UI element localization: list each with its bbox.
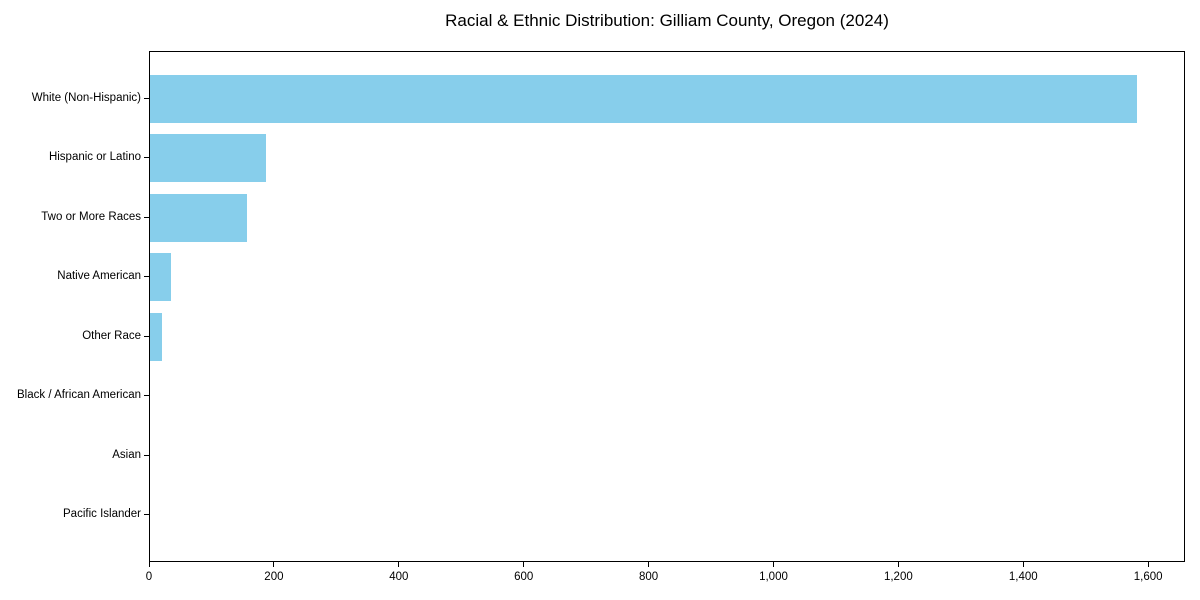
y-tick-label-asian: Asian — [112, 448, 141, 461]
y-tick — [144, 97, 149, 99]
x-tick — [398, 562, 400, 567]
x-tick-label: 1,400 — [1008, 571, 1038, 583]
y-tick — [144, 395, 149, 396]
bar-white-non-hispanic — [150, 74, 1137, 123]
bar-hispanic-or-latino — [150, 134, 266, 182]
x-tick — [897, 562, 899, 567]
y-tick — [144, 157, 149, 158]
y-tick — [144, 335, 149, 337]
chart-title: Racial & Ethnic Distribution: Gilliam Co… — [445, 11, 889, 30]
y-tick-label-black-african-american: Black / African American — [17, 389, 141, 401]
y-tick-label-two-or-more-races: Two or More Races — [41, 210, 141, 223]
x-tick-label: 600 — [514, 571, 534, 583]
x-tick — [1022, 562, 1024, 567]
y-tick-label-hispanic-or-latino: Hispanic or Latino — [48, 151, 141, 163]
x-tick — [772, 562, 774, 567]
x-tick — [1147, 562, 1149, 567]
y-tick-label-pacific-islander: Pacific Islander — [63, 508, 141, 520]
x-tick-label: 1,600 — [1133, 571, 1163, 583]
x-tick-label: 200 — [264, 571, 284, 583]
y-tick-label-other-race: Other Race — [82, 329, 141, 342]
y-tick-label-white-non-hispanic: White (Non-Hispanic) — [31, 91, 141, 104]
x-tick — [648, 562, 650, 567]
y-tick — [144, 454, 149, 456]
y-tick-label-native-american: Native American — [57, 270, 141, 282]
bar-native-american — [150, 253, 171, 301]
y-tick — [144, 514, 149, 515]
x-tick — [273, 562, 275, 567]
y-tick — [144, 216, 149, 218]
x-tick-label: 0 — [145, 571, 153, 583]
x-tick-label: 1,000 — [759, 571, 788, 583]
bar-other-race — [150, 312, 163, 361]
x-tick — [148, 562, 150, 567]
bar-two-or-more-races — [150, 193, 247, 242]
plot-area — [149, 51, 1185, 562]
x-tick-label: 800 — [638, 571, 659, 583]
x-tick-label: 400 — [389, 571, 409, 583]
x-tick — [523, 562, 525, 567]
y-tick — [144, 276, 149, 277]
x-tick-label: 1,200 — [883, 571, 913, 583]
